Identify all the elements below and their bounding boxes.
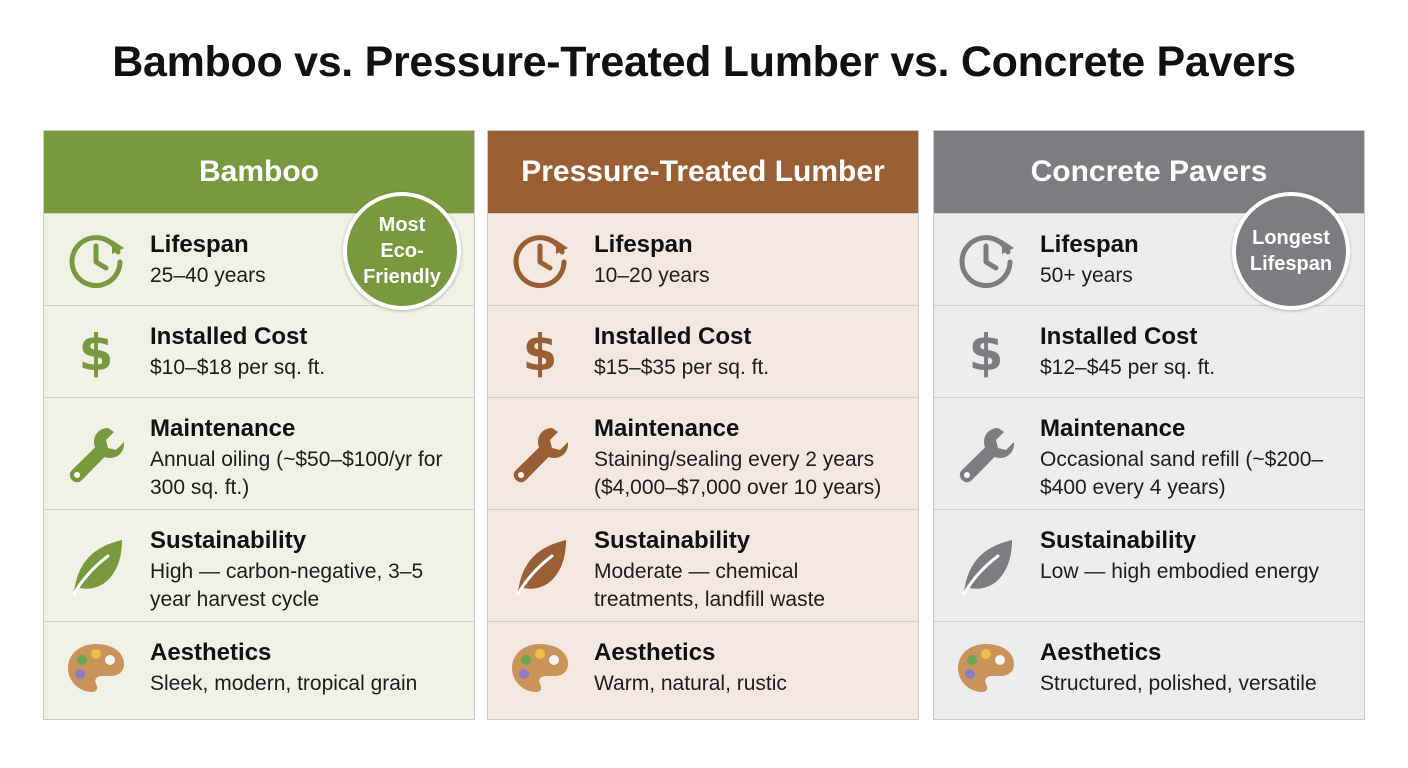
row-value: Moderate — chemical treatments, landfill… (594, 560, 826, 611)
column-header: Bamboo (44, 131, 474, 213)
svg-text:$: $ (523, 324, 558, 382)
row-sustainability: Sustainability Low — high embodied energy (934, 509, 1364, 621)
row-value: Warm, natural, rustic (594, 672, 787, 695)
row-maintenance: Maintenance Staining/sealing every 2 year… (488, 397, 918, 509)
row-value: 10–20 years (594, 264, 710, 287)
row-label: Maintenance (150, 415, 296, 442)
row-text: Installed Cost $10–$18 per sq. ft. (150, 322, 464, 382)
row-value: Annual oiling (~$50–$100/yr for 300 sq. … (150, 448, 443, 499)
palette-icon (506, 634, 574, 702)
row-sustainability: Sustainability Moderate — chemical treatm… (488, 509, 918, 621)
row-value: $10–$18 per sq. ft. (150, 356, 326, 379)
dollar-icon: $ (952, 318, 1020, 386)
row-text: Sustainability High — carbon-negative, 3–… (150, 526, 464, 614)
clock-icon (62, 226, 130, 294)
leaf-icon (952, 532, 1020, 600)
row-label: Maintenance (1040, 415, 1186, 442)
row-maintenance: Maintenance Annual oiling (~$50–$100/yr f… (44, 397, 474, 509)
palette-icon (952, 634, 1020, 702)
dollar-icon: $ (62, 318, 130, 386)
row-label: Installed Cost (150, 323, 308, 350)
row-label: Sustainability (594, 527, 751, 554)
clock-icon (952, 226, 1020, 294)
leaf-icon (506, 532, 574, 600)
row-text: Maintenance Occasional sand refill (~$200… (1040, 414, 1354, 502)
wrench-icon (952, 420, 1020, 488)
svg-text:$: $ (969, 324, 1004, 382)
row-installed-cost: $ Installed Cost $12–$45 per sq. ft. (934, 305, 1364, 397)
row-label: Aesthetics (594, 639, 716, 666)
row-text: Maintenance Annual oiling (~$50–$100/yr f… (150, 414, 464, 502)
wrench-icon (62, 420, 130, 488)
leaf-icon (62, 532, 130, 600)
row-lifespan: Lifespan 10–20 years (488, 213, 918, 305)
row-aesthetics: Aesthetics Warm, natural, rustic (488, 621, 918, 720)
badge-text: Longest Lifespan (1249, 227, 1333, 275)
row-value: Structured, polished, versatile (1040, 672, 1317, 695)
row-label: Lifespan (1040, 231, 1139, 258)
row-label: Lifespan (150, 231, 249, 258)
row-label: Sustainability (1040, 527, 1197, 554)
row-label: Lifespan (594, 231, 693, 258)
row-value: $15–$35 per sq. ft. (594, 356, 770, 379)
badge-text: Most Eco-Friendly (363, 214, 441, 288)
row-value: $12–$45 per sq. ft. (1040, 356, 1216, 379)
row-value: High — carbon-negative, 3–5 year harvest… (150, 560, 424, 611)
row-text: Lifespan 25–40 years (150, 230, 464, 290)
row-value: Low — high embodied energy (1040, 560, 1320, 583)
row-label: Aesthetics (1040, 639, 1162, 666)
row-label: Installed Cost (594, 323, 752, 350)
svg-text:$: $ (79, 324, 114, 382)
column-pressure-treated-lumber: Pressure-Treated Lumber Lifespan 10–20 ye… (487, 130, 919, 720)
row-text: Aesthetics Sleek, modern, tropical grain (150, 638, 464, 698)
palette-icon (62, 634, 130, 702)
row-label: Installed Cost (1040, 323, 1198, 350)
row-text: Maintenance Staining/sealing every 2 year… (594, 414, 908, 502)
row-text: Aesthetics Structured, polished, versatil… (1040, 638, 1354, 698)
row-text: Sustainability Low — high embodied energy (1040, 526, 1354, 586)
wrench-icon (506, 420, 574, 488)
page-title: Bamboo vs. Pressure-Treated Lumber vs. C… (112, 38, 1296, 86)
row-aesthetics: Aesthetics Structured, polished, versatil… (934, 621, 1364, 720)
row-text: Lifespan 10–20 years (594, 230, 908, 290)
row-text: Lifespan 50+ years (1040, 230, 1354, 290)
column-header: Pressure-Treated Lumber (488, 131, 918, 213)
clock-icon (506, 226, 574, 294)
row-aesthetics: Aesthetics Sleek, modern, tropical grain (44, 621, 474, 720)
row-text: Aesthetics Warm, natural, rustic (594, 638, 908, 698)
row-label: Aesthetics (150, 639, 272, 666)
row-installed-cost: $ Installed Cost $15–$35 per sq. ft. (488, 305, 918, 397)
row-lifespan: Lifespan 50+ years (934, 213, 1364, 305)
row-lifespan: Lifespan 25–40 years (44, 213, 474, 305)
row-value: Occasional sand refill (~$200–$400 every… (1040, 448, 1324, 499)
row-label: Maintenance (594, 415, 740, 442)
badge-longest-lifespan: Longest Lifespan (1232, 192, 1350, 310)
row-text: Installed Cost $15–$35 per sq. ft. (594, 322, 908, 382)
row-value: 50+ years (1040, 264, 1133, 287)
row-text: Installed Cost $12–$45 per sq. ft. (1040, 322, 1354, 382)
row-value: 25–40 years (150, 264, 266, 287)
badge-most-eco-friendly: Most Eco-Friendly (343, 192, 461, 310)
dollar-icon: $ (506, 318, 574, 386)
row-maintenance: Maintenance Occasional sand refill (~$200… (934, 397, 1364, 509)
row-installed-cost: $ Installed Cost $10–$18 per sq. ft. (44, 305, 474, 397)
row-value: Staining/sealing every 2 years ($4,000–$… (594, 448, 882, 499)
row-value: Sleek, modern, tropical grain (150, 672, 418, 695)
row-label: Sustainability (150, 527, 307, 554)
row-sustainability: Sustainability High — carbon-negative, 3–… (44, 509, 474, 621)
row-text: Sustainability Moderate — chemical treatm… (594, 526, 908, 614)
